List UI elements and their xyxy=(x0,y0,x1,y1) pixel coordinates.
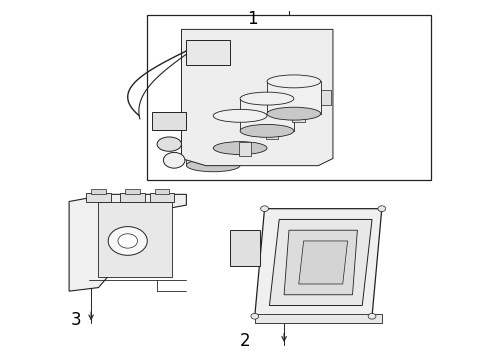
Text: 1: 1 xyxy=(247,10,258,28)
Circle shape xyxy=(108,226,147,255)
Bar xyxy=(121,193,145,202)
Polygon shape xyxy=(270,220,372,306)
Ellipse shape xyxy=(186,127,240,139)
Ellipse shape xyxy=(186,159,240,172)
Bar xyxy=(213,116,267,148)
Circle shape xyxy=(261,206,269,212)
Text: 3: 3 xyxy=(71,311,82,329)
Bar xyxy=(319,90,331,105)
Bar xyxy=(152,112,186,130)
Ellipse shape xyxy=(213,109,267,122)
Bar xyxy=(150,193,174,202)
Circle shape xyxy=(368,314,376,319)
Ellipse shape xyxy=(240,125,294,137)
Ellipse shape xyxy=(267,75,321,88)
Bar xyxy=(293,108,305,122)
Bar xyxy=(266,125,278,139)
Bar xyxy=(125,189,140,194)
Bar xyxy=(240,99,294,131)
Ellipse shape xyxy=(240,92,294,105)
Text: 2: 2 xyxy=(240,332,250,350)
Bar xyxy=(186,40,230,65)
Circle shape xyxy=(118,234,138,248)
Polygon shape xyxy=(299,241,347,284)
Bar xyxy=(255,315,382,323)
Ellipse shape xyxy=(157,137,181,151)
Bar xyxy=(267,81,321,114)
Polygon shape xyxy=(284,230,357,295)
Ellipse shape xyxy=(267,107,321,120)
Bar xyxy=(186,133,240,165)
Bar xyxy=(155,189,169,194)
Polygon shape xyxy=(255,209,382,316)
Bar xyxy=(239,142,251,156)
Bar xyxy=(147,15,431,180)
Bar xyxy=(91,189,106,194)
Circle shape xyxy=(251,314,259,319)
Polygon shape xyxy=(98,202,172,277)
Ellipse shape xyxy=(213,141,267,154)
Polygon shape xyxy=(181,30,333,166)
Bar xyxy=(86,193,111,202)
Circle shape xyxy=(378,206,386,212)
Bar xyxy=(230,230,260,266)
Polygon shape xyxy=(69,194,186,291)
Circle shape xyxy=(163,152,185,168)
